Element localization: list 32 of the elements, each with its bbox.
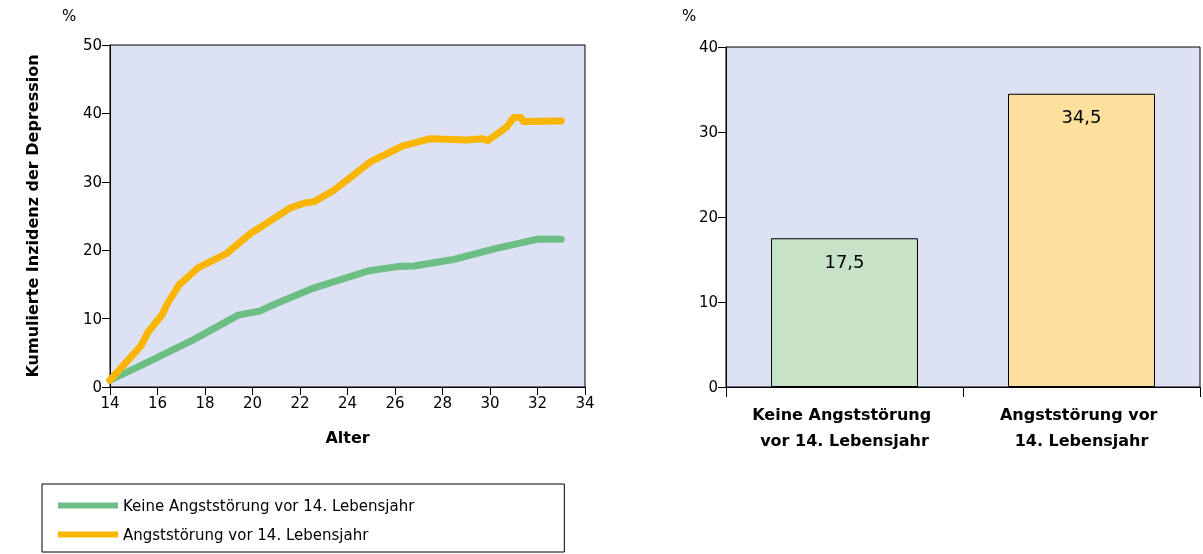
- y-tick-label: 10: [698, 293, 718, 311]
- x-tick-label: Angststörung vor 14. Lebensjahr: [999, 404, 1164, 450]
- y-tick-label: 40: [82, 104, 102, 123]
- x-tick-label: 26: [385, 393, 405, 412]
- y-tick-label: 0: [708, 378, 718, 396]
- y-tick-label: 0: [92, 378, 102, 396]
- y-axis-title: %: [682, 6, 697, 25]
- legend-label: Angststörung vor 14. Lebensjahr: [123, 525, 370, 544]
- x-tick-label: 22: [290, 393, 310, 412]
- y-tick-label: 20: [82, 241, 102, 260]
- y-tick-label: 30: [698, 123, 718, 141]
- y-tick-label: 40: [698, 38, 718, 56]
- x-tick-label: 32: [527, 393, 548, 412]
- data-label: 17,5: [824, 250, 865, 272]
- y-tick-label: 30: [82, 172, 102, 191]
- x-tick-label: 24: [337, 393, 358, 412]
- data-label: 34,5: [1061, 106, 1102, 128]
- x-tick-label: 18: [195, 393, 215, 412]
- legend-label: Keine Angststörung vor 14. Lebensjahr: [123, 496, 416, 515]
- x-tick-label: Keine Angststörung vor 14. Lebensjahr: [752, 404, 937, 450]
- x-tick-label: 34: [575, 393, 595, 412]
- y-tick-label: 50: [82, 36, 102, 54]
- x-axis-title: Alter: [325, 427, 370, 447]
- x-tick-label: 14: [100, 393, 120, 412]
- y-tick-label: 10: [82, 309, 102, 328]
- x-tick-label: 28: [432, 393, 453, 412]
- x-tick-label: 16: [147, 393, 168, 412]
- x-tick-label: 20: [242, 393, 263, 412]
- y-axis-title: Kumulierte Inzidenz der Depression: [22, 54, 42, 378]
- x-tick-label: 30: [480, 393, 500, 412]
- y-tick-label: 20: [698, 208, 718, 226]
- text: %: [62, 6, 77, 25]
